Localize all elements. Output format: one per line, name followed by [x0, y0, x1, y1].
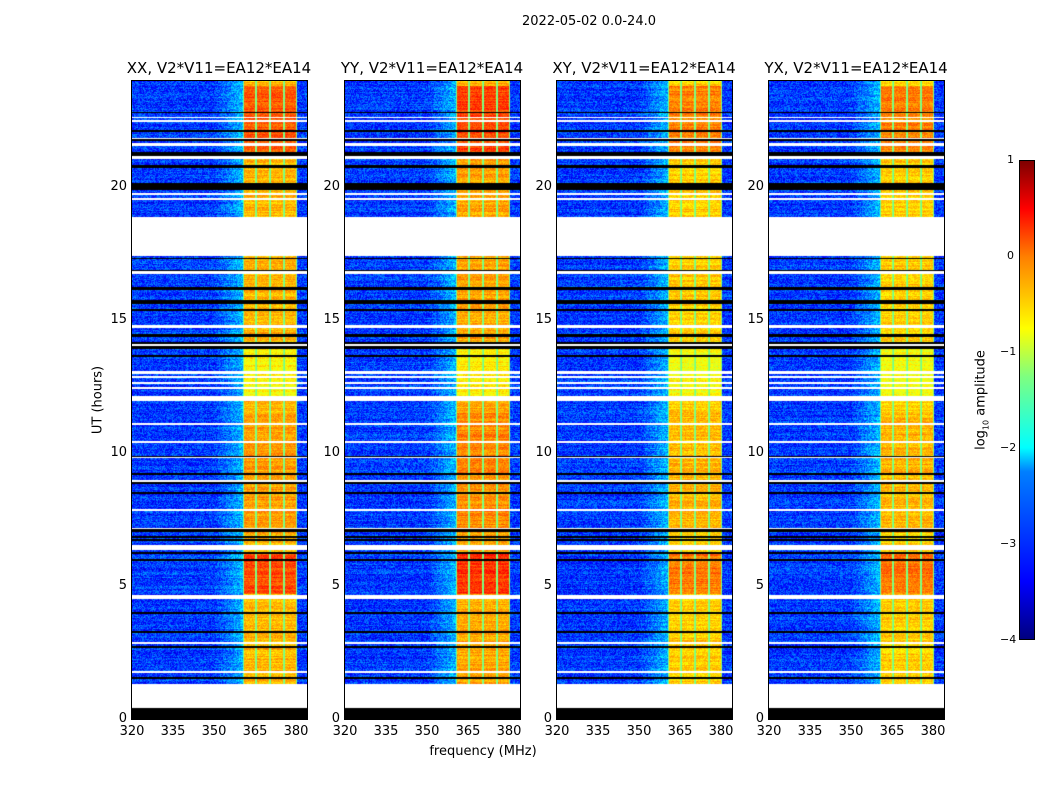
y-tick-label: 10	[110, 445, 127, 461]
y-tick-label: 20	[110, 179, 127, 195]
x-tick-label: 320	[332, 724, 358, 739]
y-tick-label: 0	[543, 711, 552, 726]
y-tick-label: 10	[747, 445, 764, 461]
y-axis-label: UT (hours)	[90, 365, 106, 435]
colorbar-label: log10 amplitude	[973, 350, 991, 450]
y-tick-label: 5	[118, 578, 127, 594]
figure-title: 2022-05-02 0.0-24.0	[522, 14, 656, 29]
colorbar-tick-label: 0	[1007, 249, 1014, 262]
x-tick-label: 350	[838, 724, 864, 739]
colorbar	[1019, 160, 1035, 640]
x-tick-label: 335	[585, 724, 611, 739]
spectrogram-heatmap	[345, 81, 520, 719]
x-tick-label: 335	[373, 724, 399, 739]
y-tick-label: 5	[755, 578, 764, 594]
spectrogram-heatmap	[132, 81, 307, 719]
y-tick-label: 0	[755, 711, 764, 726]
y-tick-label: 15	[110, 312, 127, 328]
x-tick-label: 365	[879, 724, 905, 739]
y-tick-label: 5	[543, 578, 552, 594]
x-tick-label: 320	[756, 724, 782, 739]
x-tick-label: 365	[242, 724, 268, 739]
spectrogram-panel	[131, 80, 308, 720]
panel-title: YX, V2*V11=EA12*EA14	[764, 59, 948, 77]
spectrogram-heatmap	[557, 81, 732, 719]
x-tick-label: 380	[496, 724, 522, 739]
x-tick-label: 350	[201, 724, 227, 739]
x-tick-label: 380	[708, 724, 734, 739]
panel-title: XY, V2*V11=EA12*EA14	[552, 59, 736, 77]
spectrogram-heatmap	[769, 81, 944, 719]
x-tick-label: 320	[119, 724, 145, 739]
y-tick-label: 20	[535, 179, 552, 195]
x-axis-label: frequency (MHz)	[429, 744, 537, 759]
y-tick-label: 0	[331, 711, 340, 726]
colorbar-tick-label: −3	[1000, 537, 1017, 550]
y-tick-label: 10	[535, 445, 552, 461]
y-tick-label: 20	[747, 179, 764, 195]
panel-title: XX, V2*V11=EA12*EA14	[126, 59, 312, 77]
y-tick-label: 10	[323, 445, 340, 461]
panel-title: YY, V2*V11=EA12*EA14	[340, 59, 524, 77]
colorbar-tick-label: −1	[1000, 345, 1017, 358]
spectrogram-panel	[556, 80, 733, 720]
y-tick-label: 15	[747, 312, 764, 328]
x-tick-label: 320	[544, 724, 570, 739]
colorbar-tick-label: 1	[1007, 153, 1014, 166]
colorbar-tick-label: −2	[1000, 441, 1017, 454]
x-tick-label: 380	[283, 724, 309, 739]
x-tick-label: 350	[414, 724, 440, 739]
colorbar-tick-label: −4	[1000, 633, 1017, 646]
x-tick-label: 380	[920, 724, 946, 739]
x-tick-label: 335	[160, 724, 186, 739]
y-tick-label: 0	[118, 711, 127, 726]
spectrogram-panel	[344, 80, 521, 720]
spectrogram-panel	[768, 80, 945, 720]
y-tick-label: 5	[331, 578, 340, 594]
x-tick-label: 350	[626, 724, 652, 739]
x-tick-label: 365	[455, 724, 481, 739]
x-tick-label: 365	[667, 724, 693, 739]
y-tick-label: 15	[323, 312, 340, 328]
y-tick-label: 20	[323, 179, 340, 195]
y-tick-label: 15	[535, 312, 552, 328]
x-tick-label: 335	[797, 724, 823, 739]
